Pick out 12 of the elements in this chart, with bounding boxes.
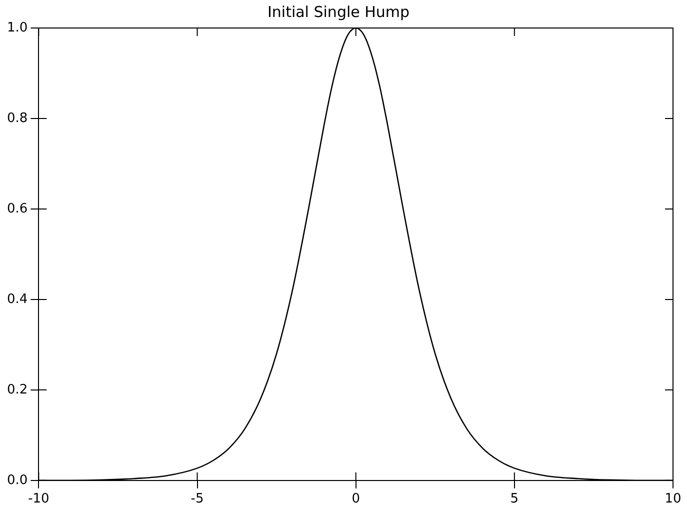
chart-title: Initial Single Hump xyxy=(267,2,410,21)
x-tick-label: 0 xyxy=(352,492,360,507)
x-tick-label: 5 xyxy=(510,492,519,507)
y-tick-label: 0.4 xyxy=(6,292,28,307)
y-tick-label: 0.0 xyxy=(6,472,28,488)
x-tick-label: 10 xyxy=(664,492,682,507)
y-tick-label: 0.6 xyxy=(6,201,28,216)
y-tick-label: 0.2 xyxy=(6,382,28,398)
x-tick-label: -10 xyxy=(28,492,50,507)
y-tick-label: 0.8 xyxy=(6,110,28,126)
y-tick-label: 1.0 xyxy=(6,20,28,36)
x-tick-label: -5 xyxy=(190,492,204,507)
